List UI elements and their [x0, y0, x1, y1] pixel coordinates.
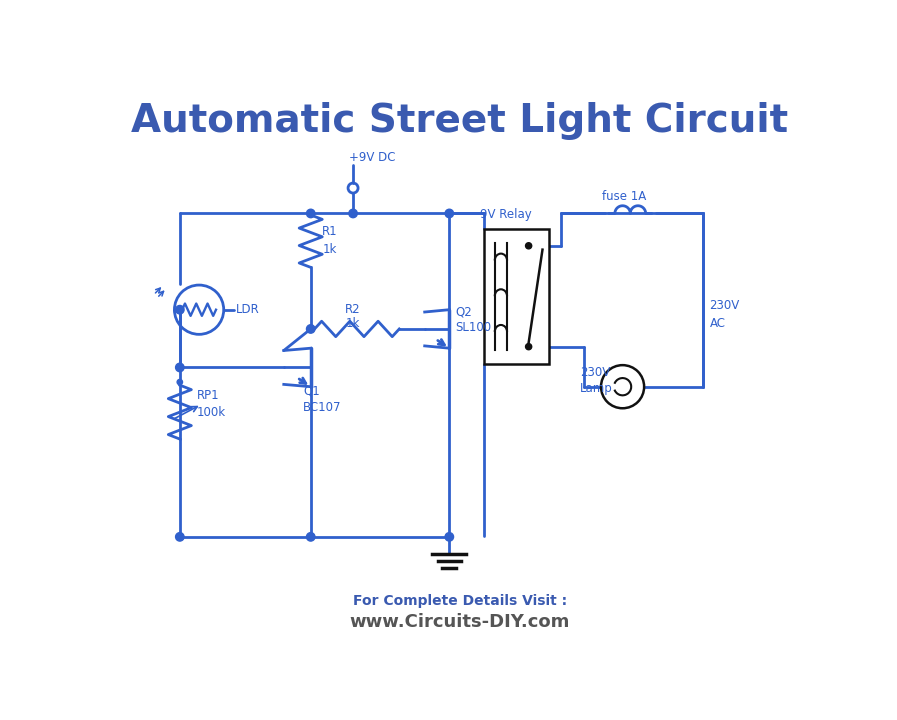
Text: www.Circuits-DIY.com: www.Circuits-DIY.com — [350, 613, 570, 631]
Text: fuse 1A: fuse 1A — [602, 190, 646, 203]
Text: For Complete Details Visit :: For Complete Details Visit : — [353, 594, 567, 608]
Text: 230V: 230V — [580, 366, 611, 379]
Text: Lamp: Lamp — [580, 382, 613, 395]
Text: 9V Relay: 9V Relay — [480, 209, 532, 222]
Circle shape — [307, 325, 315, 333]
Text: 100k: 100k — [196, 405, 226, 418]
Text: BC107: BC107 — [303, 401, 342, 414]
Circle shape — [177, 379, 182, 384]
Text: Q1: Q1 — [303, 384, 319, 397]
Circle shape — [176, 363, 184, 372]
Text: 230V: 230V — [710, 300, 740, 312]
Circle shape — [307, 533, 315, 541]
Text: AC: AC — [710, 317, 726, 330]
Text: RP1: RP1 — [196, 389, 220, 402]
Text: LDR: LDR — [236, 303, 260, 316]
Circle shape — [176, 305, 184, 314]
Circle shape — [526, 243, 532, 249]
Circle shape — [176, 533, 184, 541]
Bar — [484, 229, 550, 364]
Text: +9V DC: +9V DC — [349, 150, 396, 163]
Text: Q2: Q2 — [456, 305, 472, 318]
Text: SL100: SL100 — [456, 321, 492, 334]
Text: Automatic Street Light Circuit: Automatic Street Light Circuit — [131, 102, 788, 140]
Text: 1k: 1k — [322, 243, 336, 256]
Text: R1: R1 — [322, 225, 338, 238]
Circle shape — [445, 210, 454, 217]
Circle shape — [445, 533, 454, 541]
Circle shape — [349, 210, 357, 217]
Circle shape — [601, 365, 644, 408]
Text: 1k: 1k — [346, 317, 361, 330]
Circle shape — [526, 343, 532, 350]
Circle shape — [307, 210, 315, 217]
Text: R2: R2 — [345, 303, 361, 316]
